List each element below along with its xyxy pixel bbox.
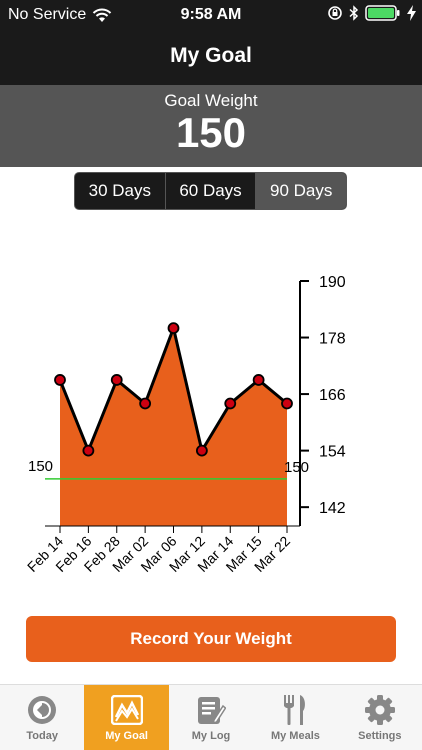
wifi-icon — [93, 8, 112, 22]
page-title: My Goal — [170, 44, 252, 67]
tab-settings[interactable]: Settings — [338, 685, 422, 750]
y-tick-label: 142 — [319, 500, 346, 517]
chart-icon — [110, 693, 143, 727]
goal-weight-value: 150 — [175, 109, 247, 156]
tab-60-days[interactable]: 60 Days — [166, 173, 257, 209]
data-point — [167, 322, 180, 335]
carrier-label: No Service — [8, 6, 87, 23]
y-tick-label: 178 — [319, 331, 346, 348]
status-left: No Service — [8, 6, 112, 24]
nav-bar: My Goal — [0, 30, 422, 85]
data-point — [252, 374, 265, 386]
goal-label-left: 150 — [28, 458, 53, 475]
tab-30-days[interactable]: 30 Days — [75, 173, 166, 209]
tab-today[interactable]: Today — [0, 685, 84, 750]
goal-header: Goal Weight 150 — [0, 85, 422, 167]
battery-icon — [365, 5, 400, 21]
data-point — [281, 397, 293, 410]
data-point — [110, 374, 123, 386]
meals-icon — [282, 693, 308, 727]
data-point — [195, 444, 208, 457]
y-tick-label: 190 — [319, 274, 346, 291]
today-icon — [26, 693, 58, 727]
data-point — [139, 397, 152, 410]
status-bar: No Service 9:58 AM — [0, 0, 422, 30]
series-area — [60, 328, 287, 526]
tab-my-log[interactable]: My Log — [169, 685, 253, 750]
tab-bar: Today My Goal My Log — [0, 684, 422, 750]
data-point — [54, 374, 66, 386]
data-point — [224, 397, 237, 410]
tab-90-days[interactable]: 90 Days — [256, 173, 346, 209]
data-point — [82, 444, 95, 457]
tab-my-meals[interactable]: My Meals — [253, 685, 337, 750]
tab-my-goal[interactable]: My Goal — [84, 685, 169, 750]
tab-my-goal-label: My Goal — [105, 730, 148, 742]
charging-icon — [407, 5, 416, 21]
goal-weight-label: Goal Weight — [164, 91, 258, 110]
tab-settings-label: Settings — [358, 730, 402, 742]
tab-today-label: Today — [26, 730, 58, 742]
range-segmented-control: 30 Days 60 Days 90 Days — [74, 172, 347, 210]
goal-label-right: 150 — [284, 459, 309, 476]
orientation-lock-icon — [328, 6, 342, 20]
status-right — [327, 5, 416, 21]
record-weight-button[interactable]: Record Your Weight — [26, 616, 396, 662]
status-time: 9:58 AM — [180, 6, 242, 23]
bluetooth-icon — [349, 5, 359, 21]
log-icon — [196, 693, 227, 727]
gear-icon — [364, 693, 396, 727]
y-tick-label: 166 — [319, 387, 346, 404]
tab-my-meals-label: My Meals — [270, 730, 320, 742]
tab-my-log-label: My Log — [191, 730, 231, 742]
y-tick-label: 154 — [319, 444, 346, 461]
